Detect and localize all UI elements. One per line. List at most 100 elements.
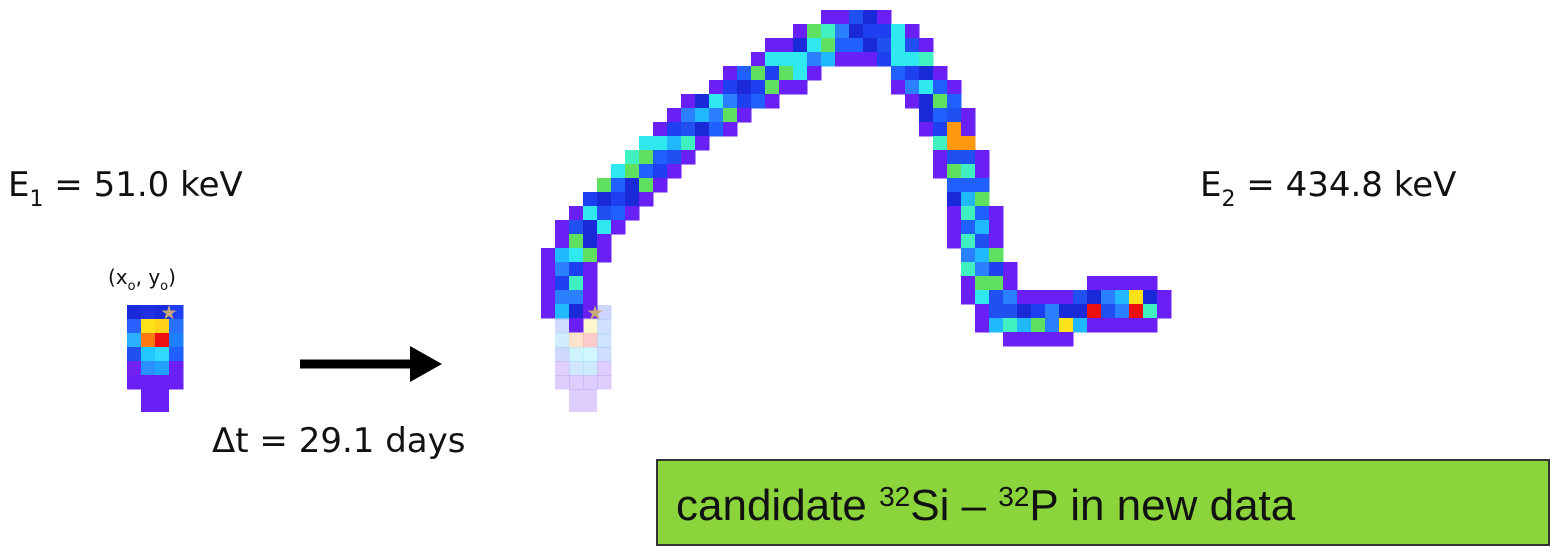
pixel <box>597 220 612 235</box>
pixel <box>141 333 156 348</box>
pixel <box>863 24 878 39</box>
pixel <box>961 248 976 263</box>
pixel <box>1031 304 1046 319</box>
pixel <box>667 164 682 179</box>
pixel <box>1087 318 1102 333</box>
pixel <box>597 305 612 320</box>
pixel <box>1157 304 1172 319</box>
symbol: E <box>8 165 29 205</box>
pixel <box>639 192 654 207</box>
pixel <box>555 220 570 235</box>
pixel <box>933 136 948 151</box>
pixel <box>597 206 612 221</box>
pixel <box>807 24 822 39</box>
pixel <box>877 24 892 39</box>
pixel <box>891 66 906 81</box>
origin-star <box>587 305 603 320</box>
caption-box <box>656 459 1550 546</box>
pixel <box>989 290 1004 305</box>
pixel <box>141 389 169 412</box>
t: Si – <box>910 481 998 530</box>
pixel <box>169 333 184 348</box>
pixel <box>835 10 850 25</box>
pixel <box>961 122 976 137</box>
pixel <box>653 178 668 193</box>
pixel <box>695 94 710 109</box>
pixel <box>583 192 598 207</box>
pixel <box>1003 290 1018 305</box>
pixel <box>933 122 948 137</box>
pixel <box>1101 276 1116 291</box>
pixel <box>975 192 990 207</box>
pixel <box>681 94 696 109</box>
pixel <box>127 361 142 376</box>
pixel <box>1101 304 1116 319</box>
pixel <box>597 234 612 249</box>
pixel <box>1017 332 1032 347</box>
pixel <box>611 192 626 207</box>
pixel <box>919 122 934 137</box>
pixel <box>653 136 668 151</box>
pixel <box>569 347 584 362</box>
pixel <box>597 192 612 207</box>
pixel <box>793 52 808 67</box>
pixel <box>1003 276 1018 291</box>
pixel <box>737 80 752 95</box>
pixel <box>891 80 906 95</box>
pixel <box>569 361 584 376</box>
pixel <box>583 220 598 235</box>
pixel <box>555 234 570 249</box>
pixel <box>541 304 556 319</box>
pixel <box>709 108 724 123</box>
pixel <box>569 290 584 305</box>
pixel <box>1003 332 1018 347</box>
pixel <box>933 164 948 179</box>
pixel <box>555 347 570 362</box>
pixel <box>1059 332 1074 347</box>
pixel <box>877 38 892 53</box>
pixel <box>905 66 920 81</box>
pixel <box>1073 290 1088 305</box>
pixel <box>807 66 822 81</box>
pixel <box>141 305 156 320</box>
pixel <box>695 122 710 137</box>
pixel <box>625 192 640 207</box>
pixel <box>919 66 934 81</box>
pixel <box>765 94 780 109</box>
pixel <box>569 389 597 412</box>
pixel <box>1017 318 1032 333</box>
pixel <box>141 319 156 334</box>
pixel <box>821 10 836 25</box>
pixel <box>1143 318 1158 333</box>
pixel <box>807 38 822 53</box>
sup: 32 <box>879 481 910 512</box>
pixel <box>1143 304 1158 319</box>
pixel <box>569 248 584 263</box>
pixel <box>169 361 184 376</box>
pixel <box>1045 290 1060 305</box>
pixel <box>169 319 184 334</box>
pixel <box>961 178 976 193</box>
pixel <box>1017 304 1032 319</box>
pixel <box>569 220 584 235</box>
pixel <box>1003 262 1018 277</box>
pixel <box>863 52 878 67</box>
pixel <box>1129 290 1144 305</box>
pixel <box>765 38 780 53</box>
pixel <box>583 234 598 249</box>
pixel <box>1059 290 1074 305</box>
pixel <box>1101 318 1116 333</box>
pixel <box>597 361 612 376</box>
value: = 434.8 keV <box>1235 165 1456 205</box>
pixel <box>583 333 598 348</box>
t: , y <box>136 265 161 289</box>
pixel <box>555 304 570 319</box>
pixel <box>597 319 612 334</box>
origin-star <box>161 305 177 320</box>
pixel <box>947 136 962 151</box>
pixel <box>933 94 948 109</box>
pixel <box>1017 290 1032 305</box>
pixel <box>555 361 570 376</box>
pixel <box>947 220 962 235</box>
time-label: Δt = 29.1 days <box>212 421 465 461</box>
